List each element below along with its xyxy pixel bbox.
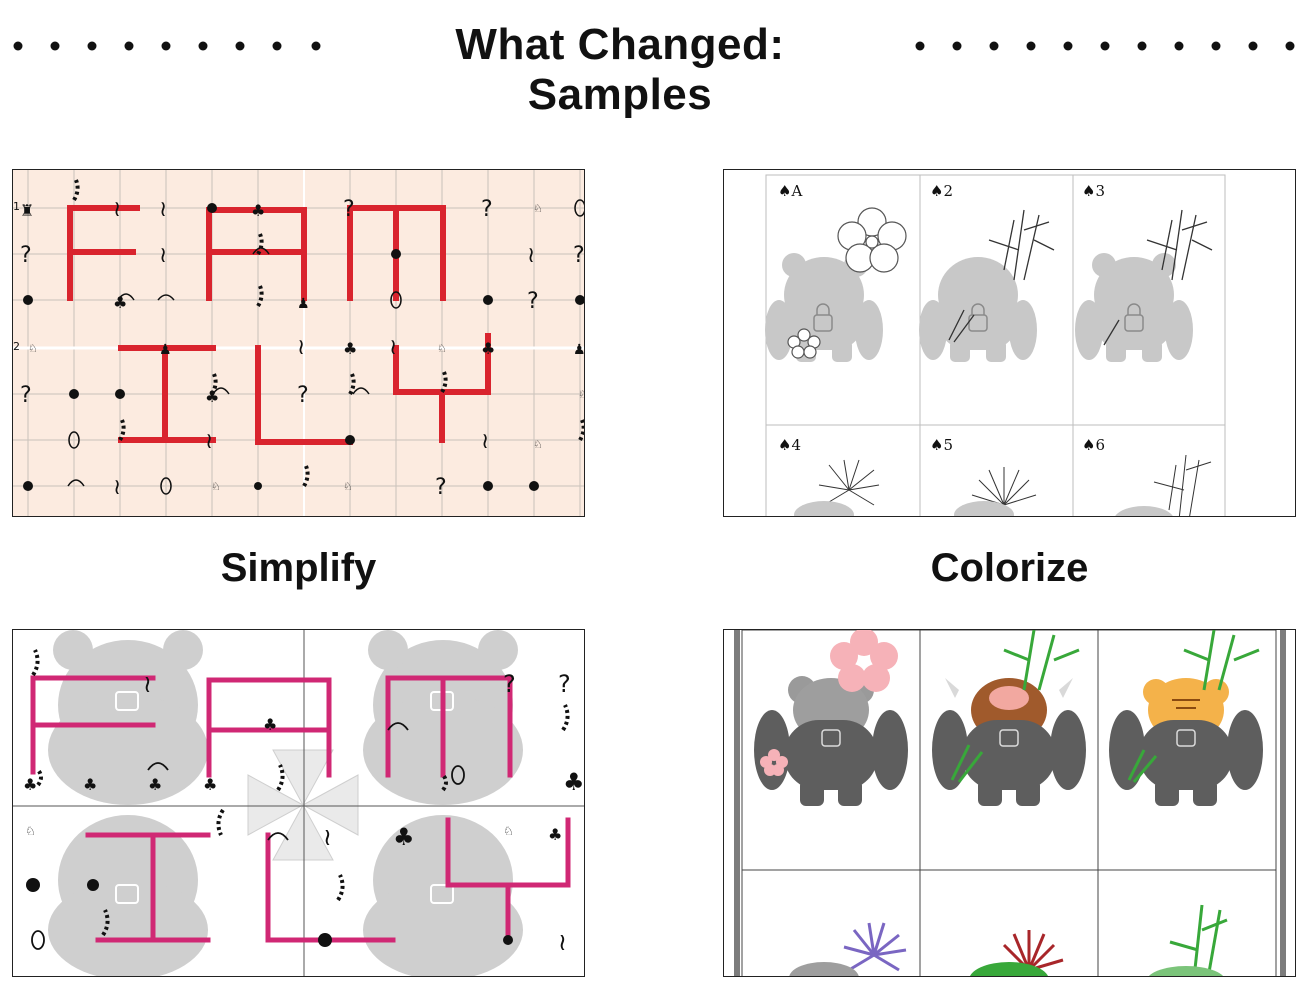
svg-text:?: ? bbox=[558, 670, 571, 698]
svg-text:≀: ≀ bbox=[389, 335, 397, 360]
svg-text:♘: ♘ bbox=[25, 824, 36, 838]
svg-text:?: ? bbox=[343, 197, 355, 222]
simplified-maze-canvas: ?? ≀ ≀ ≀ ♣ ♣ ♣ ♣ ♣ ♣ ♣ ♣ ♘ ♘ bbox=[13, 630, 585, 976]
card-label-4: ♠4 bbox=[778, 436, 801, 454]
svg-text:♣: ♣ bbox=[481, 339, 495, 358]
svg-text:≀: ≀ bbox=[113, 197, 121, 222]
svg-text:♟: ♟ bbox=[297, 296, 310, 312]
svg-text:♣: ♣ bbox=[23, 775, 37, 794]
svg-text:≀: ≀ bbox=[297, 335, 305, 360]
svg-text:≀: ≀ bbox=[159, 243, 167, 268]
title-row: What Changed: Samples bbox=[0, 12, 1316, 119]
svg-text:≀: ≀ bbox=[481, 429, 489, 454]
svg-text:♣: ♣ bbox=[548, 825, 562, 844]
svg-text:♘: ♘ bbox=[503, 824, 514, 838]
svg-text:♣: ♣ bbox=[203, 775, 217, 794]
card-label-3: ♠3 bbox=[1082, 182, 1105, 200]
original-cards-panel: ♠A ♠2 ♠3 ♠4 ♠5 ♠6 bbox=[723, 169, 1296, 517]
svg-text:?: ? bbox=[20, 243, 32, 268]
left-dot-divider bbox=[13, 41, 321, 51]
card-label-2: ♠2 bbox=[930, 182, 953, 200]
bamboo-outline-bottom bbox=[1153, 454, 1212, 516]
svg-text:≀: ≀ bbox=[205, 429, 213, 454]
svg-text:1: 1 bbox=[13, 200, 20, 213]
svg-text:≀: ≀ bbox=[558, 928, 567, 956]
cherry-blossom-outline bbox=[837, 207, 907, 273]
colorize-caption: Colorize bbox=[930, 546, 1089, 590]
svg-text:2: 2 bbox=[13, 340, 20, 353]
svg-text:≀: ≀ bbox=[323, 823, 332, 851]
bamboo-outlines bbox=[948, 209, 1213, 346]
colorized-cards-canvas bbox=[724, 630, 1295, 976]
page-title: What Changed: Samples bbox=[455, 20, 785, 119]
svg-text:♣: ♣ bbox=[251, 201, 265, 220]
svg-text:♟: ♟ bbox=[159, 342, 172, 358]
chrysanthemum-purple bbox=[843, 922, 907, 972]
svg-text:♘: ♘ bbox=[533, 438, 543, 451]
svg-text:♘: ♘ bbox=[211, 480, 221, 493]
svg-text:≀: ≀ bbox=[527, 243, 535, 268]
chrysanthemum-outline bbox=[818, 459, 880, 506]
card-label-a: ♠A bbox=[778, 182, 802, 200]
svg-text:♟: ♟ bbox=[573, 342, 585, 358]
colorized-cards-panel bbox=[723, 629, 1296, 977]
svg-text:?: ? bbox=[503, 670, 516, 698]
mascot-tiger-color bbox=[1109, 678, 1263, 806]
simplified-maze-panel: ?? ≀ ≀ ≀ ♣ ♣ ♣ ♣ ♣ ♣ ♣ ♣ ♘ ♘ bbox=[12, 629, 585, 977]
svg-text:?: ? bbox=[573, 243, 585, 268]
svg-text:≀: ≀ bbox=[143, 670, 152, 698]
svg-text:?: ? bbox=[435, 475, 447, 500]
cherry-blossom-pink bbox=[760, 630, 898, 776]
svg-text:♣: ♣ bbox=[393, 823, 415, 851]
svg-text:♣: ♣ bbox=[148, 775, 162, 794]
svg-text:♘: ♘ bbox=[28, 342, 38, 355]
original-maze-canvas: ??? ??? ?? ≀ ≀ ≀ ≀ ≀ ≀ ≀ ≀ ≀ ♜ ♣ ♣ ♣ ♣ ♣ ♟ ♟ ♟ ♘ ♘ ♘… bbox=[13, 170, 585, 516]
mascot-ox-color bbox=[932, 678, 1086, 806]
faded-fan-center bbox=[247, 749, 359, 861]
svg-text:♣: ♣ bbox=[113, 293, 127, 312]
svg-text:?: ? bbox=[481, 197, 493, 222]
svg-text:♣: ♣ bbox=[343, 339, 357, 358]
card-label-5: ♠5 bbox=[930, 436, 953, 454]
svg-text:♣: ♣ bbox=[205, 387, 219, 406]
svg-text:♘: ♘ bbox=[437, 342, 447, 355]
svg-text:≀: ≀ bbox=[159, 197, 167, 222]
card-label-6: ♠6 bbox=[1082, 436, 1105, 454]
svg-text:♣: ♣ bbox=[563, 768, 585, 796]
svg-text:♘: ♘ bbox=[533, 202, 543, 215]
bamboo-green bbox=[950, 630, 1260, 976]
original-cards-canvas: ♠A ♠2 ♠3 ♠4 ♠5 ♠6 bbox=[724, 170, 1295, 516]
right-dot-divider bbox=[915, 41, 1295, 51]
svg-text:?: ? bbox=[20, 383, 32, 408]
svg-text:♘: ♘ bbox=[578, 388, 585, 401]
simplify-caption: Simplify bbox=[220, 546, 377, 590]
mascot-ox-gray bbox=[919, 257, 1037, 362]
svg-text:≀: ≀ bbox=[113, 475, 121, 500]
svg-text:♣: ♣ bbox=[263, 715, 277, 734]
svg-text:♘: ♘ bbox=[343, 480, 353, 493]
mascot-tiger-gray bbox=[1075, 253, 1193, 362]
svg-text:?: ? bbox=[297, 383, 309, 408]
svg-text:♜: ♜ bbox=[20, 201, 34, 220]
svg-text:?: ? bbox=[527, 289, 539, 314]
original-maze-panel: ??? ??? ?? ≀ ≀ ≀ ≀ ≀ ≀ ≀ ≀ ≀ ♜ ♣ ♣ ♣ ♣ ♣ ♟ ♟ ♟ ♘ ♘ ♘… bbox=[12, 169, 585, 517]
svg-text:♣: ♣ bbox=[83, 775, 97, 794]
small-flower-outline bbox=[787, 328, 821, 359]
